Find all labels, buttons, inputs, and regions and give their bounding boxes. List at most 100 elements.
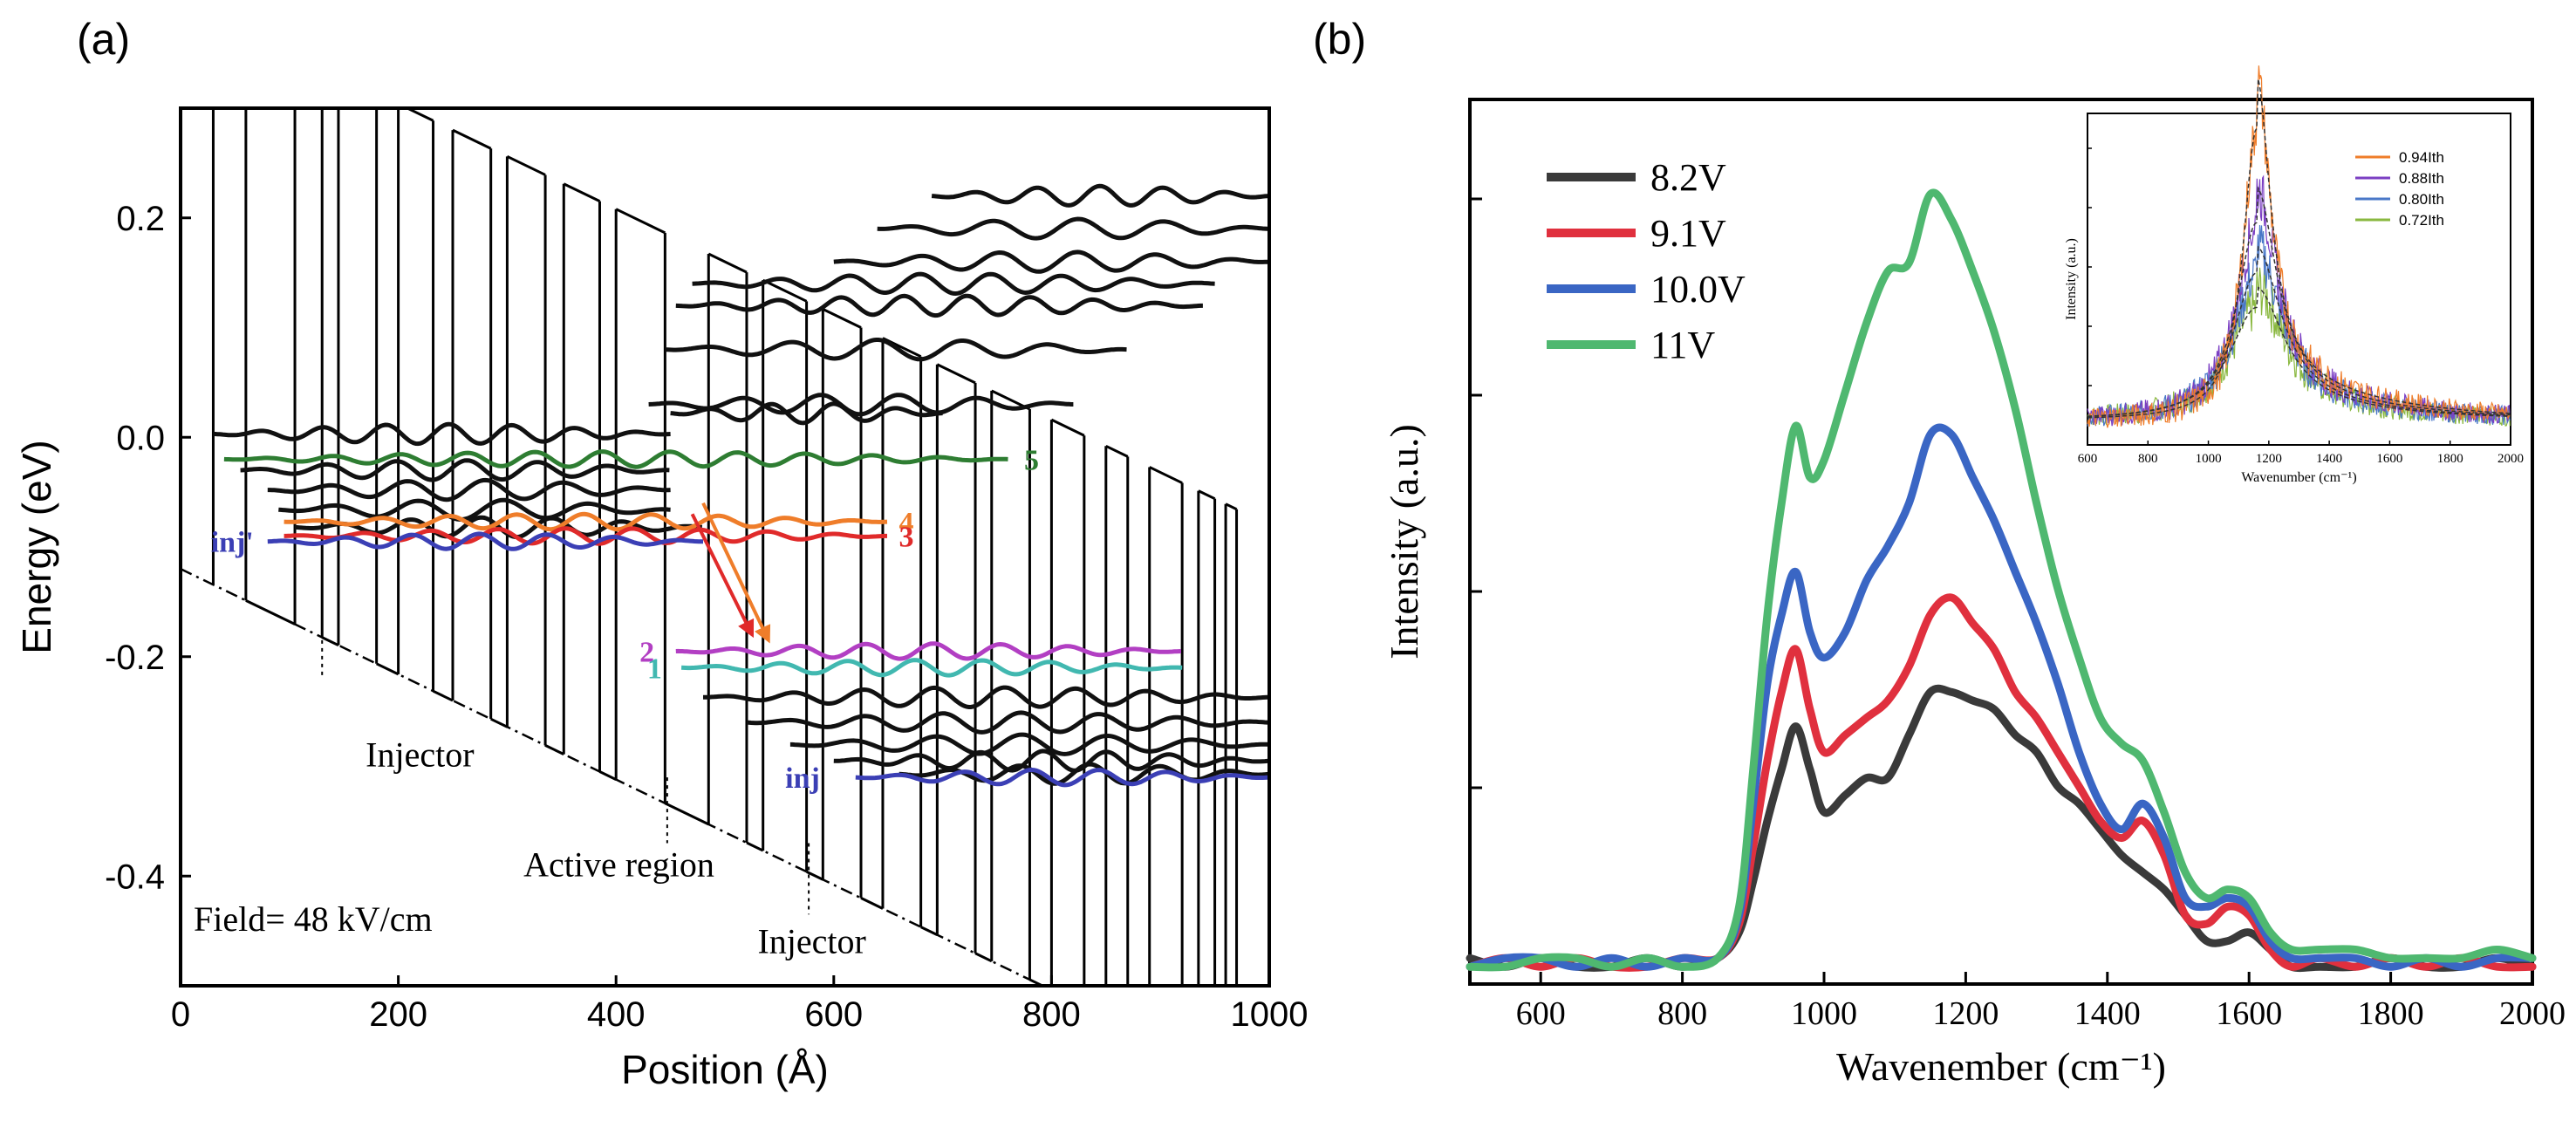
y-tick-label-a: 0.0	[116, 419, 165, 457]
legend-label-11V: 11V	[1650, 324, 1715, 366]
state-line-0	[223, 449, 1008, 469]
transition-arrows	[690, 502, 771, 644]
y-axis-label-a: Energy (eV)	[14, 440, 59, 653]
series-line-10.0V	[1466, 423, 2537, 971]
inset-legend-label-0.72Ith: 0.72Ith	[2399, 212, 2444, 229]
series-line-8.2V	[1466, 684, 2537, 973]
inset-legend-label-0.80Ith: 0.80Ith	[2399, 191, 2444, 208]
state-label-2: 3	[899, 521, 913, 553]
inset-x-tick-label: 1200	[2256, 452, 2282, 466]
subband-state	[877, 216, 1269, 241]
x-tick-label-b: 1000	[1791, 995, 1857, 1032]
well-bottom	[805, 870, 823, 881]
inset-x-tick-label: 1000	[2196, 452, 2222, 466]
subband-state	[931, 183, 1269, 208]
well-bottom	[664, 802, 709, 826]
well-bottom	[544, 744, 564, 755]
barrier-top	[762, 278, 808, 303]
x-tick-label-a: 800	[1022, 995, 1081, 1034]
x-tick-label-b: 1800	[2358, 995, 2424, 1032]
well-bottom	[321, 636, 339, 647]
subband-state	[278, 497, 671, 523]
state-line-4	[675, 641, 1181, 661]
plot-frame-b	[1468, 98, 2534, 986]
y-axis-label-b: Intensity (a.u.)	[1382, 424, 1426, 660]
subband-state	[665, 338, 1127, 362]
state-line-2	[284, 526, 887, 546]
state-label-1: 4	[899, 507, 913, 539]
well-bottom	[1128, 1027, 1150, 1037]
annotation-2: Injector	[757, 921, 865, 960]
subband-state	[703, 685, 1269, 709]
annotation-1: Active region	[523, 844, 714, 884]
annotation-3: Field= 48 kV/cm	[194, 899, 433, 939]
well-bottom	[860, 897, 884, 910]
region-annotations: Injector Active region Injector Field= 48 k…	[194, 735, 866, 961]
subband-state	[648, 393, 1074, 417]
well-bottom	[746, 841, 764, 852]
barrier-top	[615, 208, 666, 235]
subband-state	[675, 293, 1203, 318]
legend-b: 8.2V 9.1V 10.0V 11V	[1547, 156, 1746, 366]
x-tick-label-a: 200	[369, 995, 427, 1034]
subband-state	[789, 732, 1269, 756]
subband-state	[833, 748, 1269, 773]
barrier-top	[404, 108, 434, 122]
state-label-5: 1	[647, 653, 662, 685]
series-line-9.1V	[1466, 593, 2537, 972]
state-label-0: 5	[1024, 444, 1039, 476]
inset-legend-label-0.88Ith: 0.88Ith	[2399, 170, 2444, 187]
state-label-3: inj'	[211, 527, 254, 559]
barrier-top	[338, 75, 377, 93]
inset-x-axis-label: Wavenumber (cm⁻¹)	[2241, 470, 2356, 485]
x-tick-label-a: 400	[587, 995, 646, 1034]
band-diagram	[181, 14, 1239, 1075]
annotation-0: Injector	[366, 735, 474, 775]
transition-arrow-1	[690, 513, 755, 639]
x-tick-label-b: 1400	[2074, 995, 2141, 1032]
barrier-top	[506, 154, 546, 176]
well-bottom	[1215, 1070, 1226, 1075]
legend-label-10.0V: 10.0V	[1650, 268, 1746, 311]
state-line-5	[681, 658, 1183, 678]
panel-label-b: (b)	[1313, 15, 1366, 64]
barrier-top	[1198, 489, 1216, 501]
inset-fit-0.94Ith	[2087, 79, 2511, 419]
barrier-top	[295, 54, 322, 67]
well-bottom	[375, 662, 400, 676]
x-tick-label-b: 1200	[1932, 995, 1999, 1032]
inset-chart: 600 800 1000 1200 1400 1600 1800 2000 Wavenumber…	[2064, 65, 2524, 485]
barrier-top	[1225, 502, 1238, 511]
well-bottom	[598, 770, 617, 781]
subband-state	[213, 421, 671, 447]
inset-x-tick-label: 1600	[2376, 452, 2402, 466]
well-bottom	[974, 952, 993, 963]
x-tick-label-a: 1000	[1231, 995, 1308, 1034]
x-axis-label-a: Position (Å)	[621, 1047, 829, 1092]
well-bottom	[1182, 1053, 1199, 1061]
subband-state	[267, 477, 671, 502]
inset-x-tick-label: 1800	[2437, 452, 2463, 466]
x-tick-label-b: 1600	[2216, 995, 2282, 1032]
inset-x-tick-label: 1400	[2316, 452, 2342, 466]
panel-label-a: (a)	[77, 15, 130, 64]
spectra-series	[1466, 188, 2537, 973]
plot-frame-a	[179, 106, 1271, 988]
barrier-top	[1149, 466, 1183, 484]
subband-state	[746, 710, 1269, 735]
inset-x-tick-label: 2000	[2497, 452, 2524, 466]
subband-state	[833, 249, 1269, 274]
x-tick-label-b: 600	[1516, 995, 1566, 1032]
state-label-6: inj	[785, 762, 820, 795]
axis-ticks-a: 0 200 400 600 800 1000 0.2 0.0 -0.2 -0.4	[105, 200, 1308, 1034]
barrier-top	[213, 14, 245, 30]
x-axis-label-b: Wavenember (cm⁻¹)	[1836, 1044, 2166, 1089]
subband-state	[692, 271, 1215, 297]
inset-x-tick-label: 800	[2138, 452, 2158, 466]
axis-ticks-b: 600 800 1000 1200 1400 1600 1800 2000	[1470, 197, 2566, 1032]
barrier-top	[822, 308, 862, 329]
barrier-top	[707, 252, 748, 274]
inset-fit-0.72Ith	[2087, 286, 2511, 418]
